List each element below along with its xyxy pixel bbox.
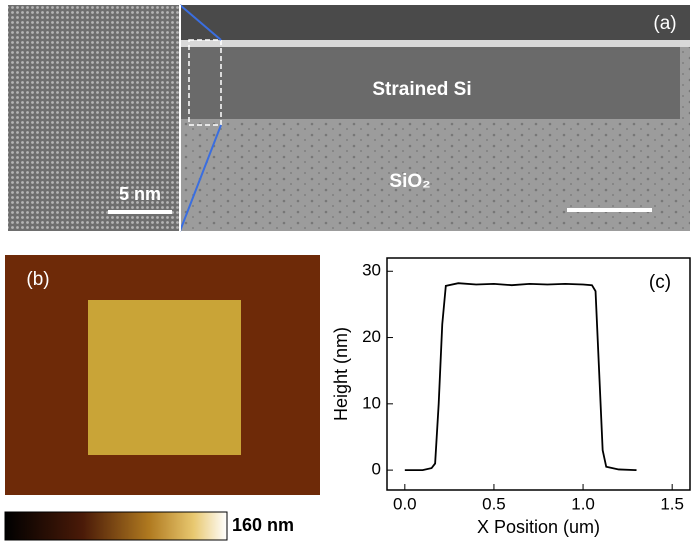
plot-frame <box>386 257 691 491</box>
panel-b: (b) 160 nm <box>4 255 320 541</box>
panel-label: (b) <box>26 269 49 290</box>
layer-label: SiO₂ <box>389 171 430 192</box>
y-tick-label: 10 <box>362 393 381 412</box>
data-line <box>404 282 637 472</box>
panel-label: (c) <box>649 272 671 293</box>
x-axis-label: X Position (um) <box>477 517 600 537</box>
x-tick-label: 0.0 <box>393 494 417 513</box>
x-tick-label: 1.0 <box>571 494 595 513</box>
y-tick-label: 0 <box>372 460 381 479</box>
interface <box>180 40 690 47</box>
zoom-line <box>179 4 222 41</box>
zoom-line <box>179 124 222 232</box>
y-axis-label: Height (nm) <box>331 327 351 421</box>
afm-square <box>88 300 241 455</box>
scale-label: 5 nm <box>119 184 161 204</box>
x-tick-label: 0.5 <box>482 494 506 513</box>
colorbar <box>4 511 228 541</box>
hrtem-image <box>8 5 180 231</box>
strained-si-layer <box>180 47 680 119</box>
panel-a: 5 nm Strained Si SiO₂ (a) <box>8 4 690 232</box>
y-tick-label: 30 <box>362 261 381 280</box>
x-tick-label: 1.5 <box>660 494 684 513</box>
capping-layer <box>180 5 690 43</box>
panel-label: (a) <box>653 13 676 34</box>
zoom-box <box>188 39 222 126</box>
y-tick-label: 20 <box>362 327 381 346</box>
colorbar-label: 160 nm <box>232 515 294 535</box>
panel-c: 0.0 0.5 1.0 1.5 0 10 20 30 X Position (um) Height… <box>331 257 691 537</box>
layer-label: Strained Si <box>372 79 471 100</box>
